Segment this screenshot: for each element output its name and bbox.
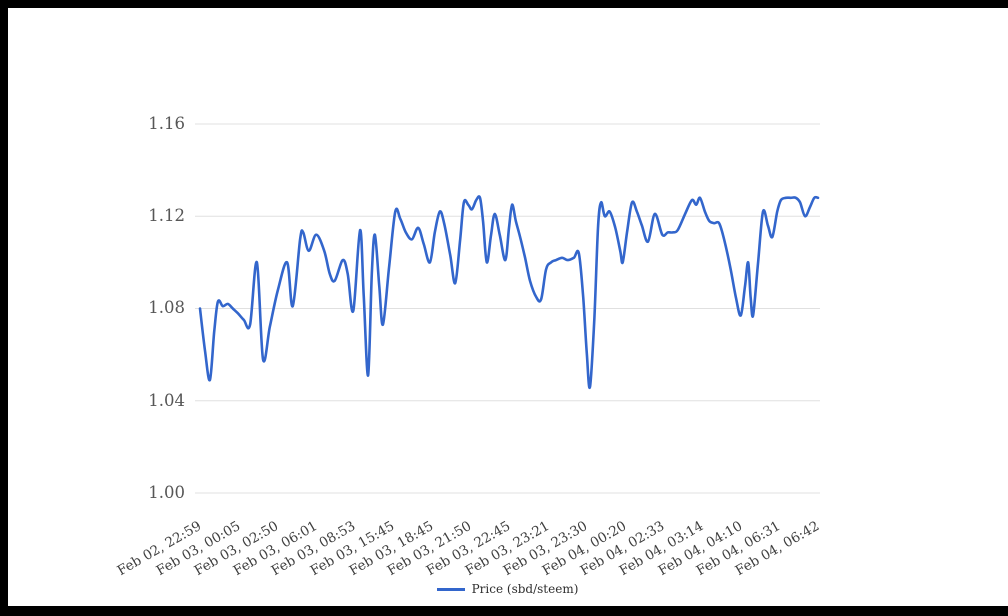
y-tick-label: 1.16	[148, 114, 185, 133]
chart-legend: Price (sbd/steem)	[195, 581, 820, 597]
window-border-bottom	[0, 606, 1008, 616]
series-line	[198, 195, 820, 390]
y-tick-label: 1.08	[148, 298, 185, 317]
legend-line-swatch	[436, 587, 465, 591]
window-border-left	[0, 0, 8, 616]
y-tick-label: 1.04	[148, 391, 185, 410]
y-tick-label: 1.00	[148, 483, 185, 502]
y-tick-label: 1.12	[148, 206, 185, 225]
legend-label: Price (sbd/steem)	[471, 582, 579, 596]
window-border-top	[0, 0, 1008, 8]
